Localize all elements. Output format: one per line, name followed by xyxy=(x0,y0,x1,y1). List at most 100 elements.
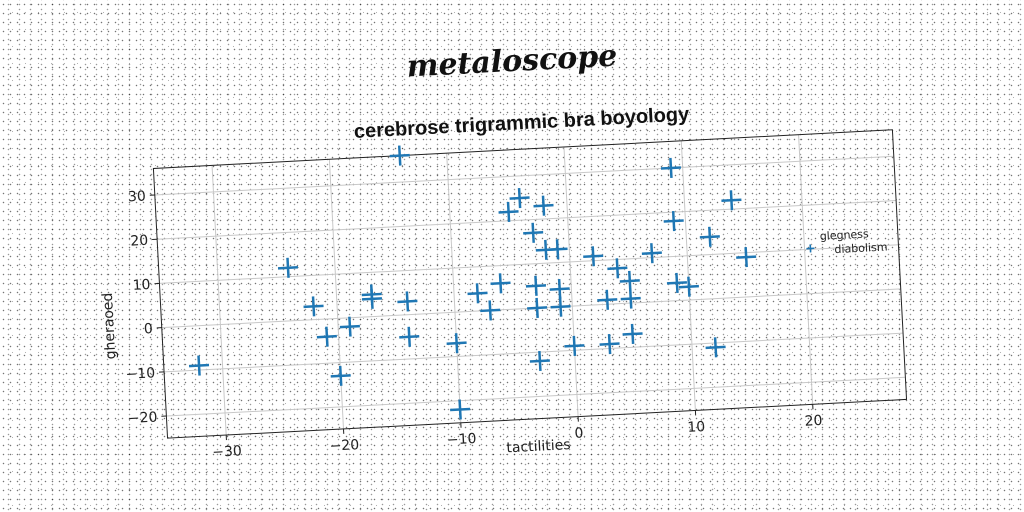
data-point xyxy=(660,157,681,179)
data-point-v xyxy=(454,333,459,354)
data-point xyxy=(550,296,571,317)
data-point-v xyxy=(286,257,290,278)
data-point-v xyxy=(488,300,492,321)
grid-lines xyxy=(154,134,906,436)
data-point-v xyxy=(572,335,577,356)
data-point-v xyxy=(591,246,595,267)
data-point-v xyxy=(535,297,539,319)
data-point xyxy=(490,273,511,294)
data-point xyxy=(361,288,383,309)
data-point xyxy=(599,333,620,355)
data-point-v xyxy=(197,355,201,376)
x-tick-label: 20 xyxy=(804,413,823,430)
x-grid-line xyxy=(328,159,344,429)
data-point-v xyxy=(607,333,612,355)
data-point-v xyxy=(475,283,480,304)
y-tick-label: 30 xyxy=(128,189,147,206)
data-point xyxy=(597,289,618,310)
data-point xyxy=(564,335,585,356)
data-point-v xyxy=(405,291,410,312)
data-point xyxy=(736,247,757,268)
data-point-v xyxy=(348,316,352,337)
y-tick-label: 20 xyxy=(130,233,149,250)
data-point-v xyxy=(531,222,535,243)
data-point-v xyxy=(558,296,563,317)
data-point-v xyxy=(713,337,718,358)
y-grid-line xyxy=(166,376,906,417)
data-point xyxy=(525,275,547,296)
data-point xyxy=(721,190,742,211)
x-tick-label: −10 xyxy=(447,431,477,449)
y-grid-line xyxy=(164,332,904,373)
data-point xyxy=(277,257,299,278)
data-point-v xyxy=(458,399,462,420)
data-point-v xyxy=(630,323,635,345)
data-point-v xyxy=(671,210,676,232)
data-point xyxy=(509,188,530,209)
data-point-v xyxy=(628,288,633,309)
data-point xyxy=(663,210,684,232)
data-point-v xyxy=(541,195,546,216)
data-point xyxy=(705,337,726,358)
data-point-v xyxy=(498,273,503,294)
data-point-v xyxy=(544,239,548,260)
data-point xyxy=(619,270,640,291)
data-point xyxy=(535,239,556,260)
data-point-v xyxy=(687,276,691,297)
data-points xyxy=(188,145,757,420)
data-point xyxy=(622,323,643,345)
y-grid-line xyxy=(159,244,899,284)
data-point-v xyxy=(744,247,748,268)
data-point-v xyxy=(650,243,654,264)
data-point-v xyxy=(407,326,412,347)
chart-svg: cerebrose trigrammic bra boyology −30 −20… xyxy=(100,103,908,461)
data-point xyxy=(399,326,420,347)
x-grid-line xyxy=(211,165,227,436)
data-point-v xyxy=(557,278,562,300)
data-point xyxy=(666,272,687,293)
data-point xyxy=(446,333,467,354)
y-tick-label: 10 xyxy=(132,277,151,294)
data-point xyxy=(316,326,337,347)
y-tick-label: −10 xyxy=(125,365,155,383)
legend-marker xyxy=(806,244,815,253)
y-tick-label: −20 xyxy=(128,410,158,428)
axes-frame xyxy=(149,129,908,441)
chart-title: cerebrose trigrammic bra boyology xyxy=(353,103,690,143)
data-point xyxy=(620,288,641,309)
legend-entry: diabolism xyxy=(834,240,888,256)
data-point xyxy=(549,278,570,300)
data-point xyxy=(641,243,662,264)
y-axis-label: gheraoed xyxy=(100,292,119,360)
data-point xyxy=(529,350,550,372)
data-point xyxy=(523,222,544,243)
y-tick-label: 0 xyxy=(143,321,153,337)
data-point xyxy=(699,226,720,247)
data-point-v xyxy=(534,275,538,296)
plot-frame xyxy=(152,129,908,439)
x-tick-label: −20 xyxy=(329,437,359,455)
x-tick-label: 0 xyxy=(574,425,584,441)
data-point-v xyxy=(311,296,316,317)
data-point xyxy=(533,195,554,216)
data-point-v xyxy=(325,326,329,347)
data-point xyxy=(330,365,351,386)
data-point xyxy=(339,316,360,337)
data-point xyxy=(527,297,548,319)
x-grid-line xyxy=(563,146,579,417)
y-grid-line xyxy=(154,155,894,196)
data-point xyxy=(607,258,628,279)
x-tick-label: −30 xyxy=(212,443,242,461)
data-point xyxy=(188,355,210,376)
data-point-v xyxy=(517,188,522,209)
data-point-v xyxy=(729,190,734,211)
data-point-v xyxy=(675,272,679,293)
y-grid-line xyxy=(157,199,897,240)
data-point xyxy=(450,399,471,420)
data-point-v xyxy=(605,289,610,310)
data-point xyxy=(467,283,488,304)
data-point-v xyxy=(338,365,343,386)
data-point xyxy=(583,246,604,267)
data-point xyxy=(389,145,410,166)
data-point-v xyxy=(555,239,560,260)
